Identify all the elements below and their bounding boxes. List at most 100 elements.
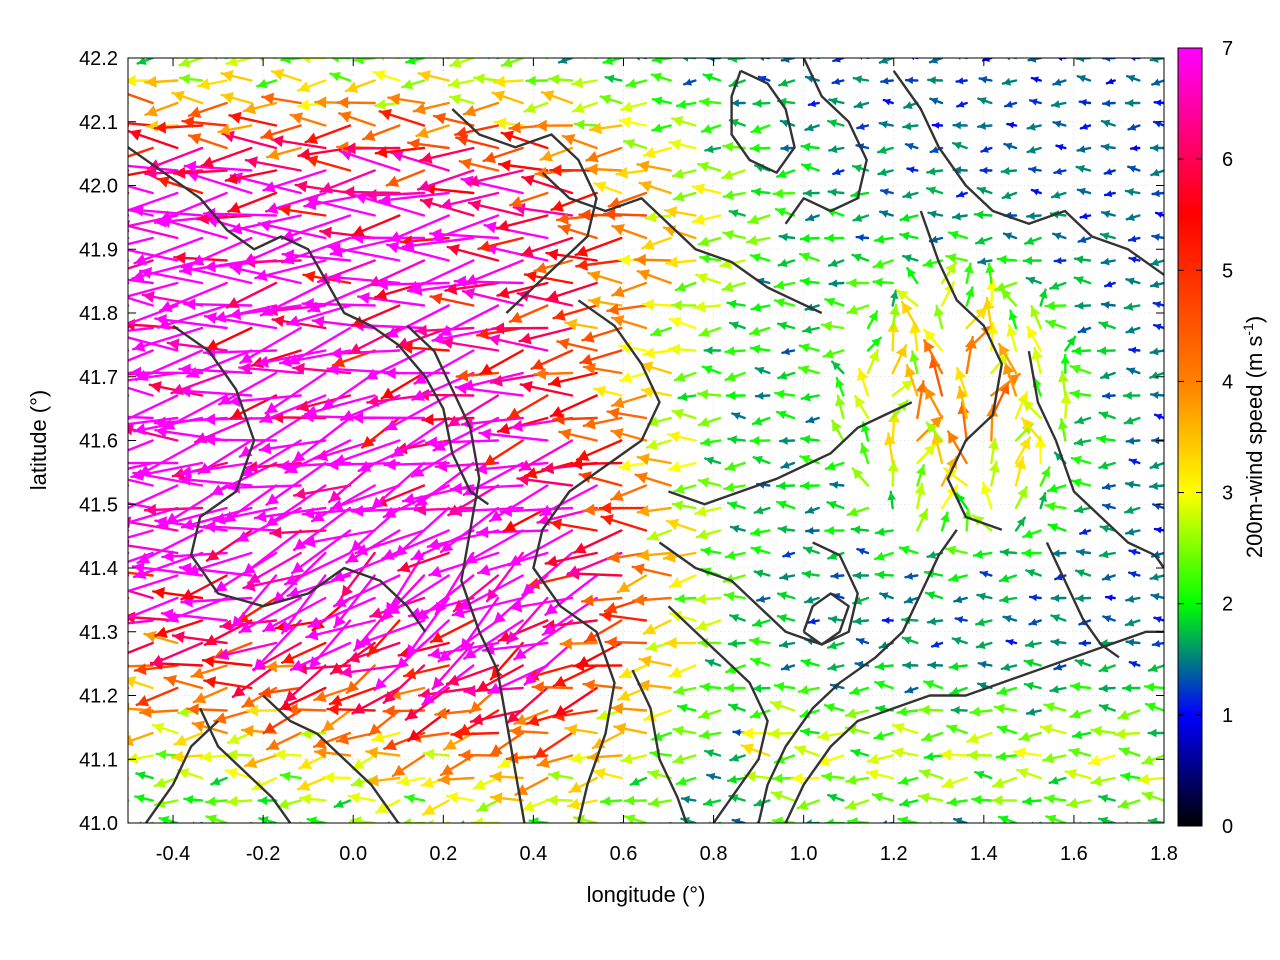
wind-arrow [1003,100,1018,108]
wind-arrow [698,709,722,720]
wind-arrow [672,754,697,765]
wind-arrow [523,101,549,114]
wind-arrow [1077,235,1092,244]
wind-arrow [873,551,894,561]
wind-arrow [977,122,993,131]
wind-arrow [706,772,722,781]
wind-arrow [247,551,302,585]
wind-arrow [604,74,623,84]
wind-arrow [128,92,154,105]
wind-arrow [466,169,524,187]
wind-arrow [610,315,648,330]
wind-arrow [286,304,352,327]
wind-arrow [244,156,302,172]
wind-arrow [826,500,845,510]
wind-arrow [824,233,845,243]
wind-arrow [1148,481,1164,491]
wind-arrow [878,209,894,218]
wind-arrow [650,326,672,337]
wind-arrow [804,526,820,535]
wind-arrow [1098,816,1116,823]
x-tick-label: 0.0 [339,843,367,865]
wind-arrow [750,545,771,555]
wind-arrow [1149,461,1164,470]
wind-arrow [1074,569,1092,578]
wind-arrow [948,661,968,671]
wind-arrow [224,169,278,185]
wind-arrow [1125,277,1141,286]
wind-arrow [1028,618,1042,626]
wind-arrow [328,686,376,706]
wind-arrow [133,236,204,266]
wind-arrow [192,686,228,704]
wind-arrow [438,304,500,337]
wind-arrow [636,269,672,285]
wind-arrow [675,776,697,786]
wind-arrow [1028,98,1042,106]
wind-arrow [1101,99,1116,108]
wind-arrow [230,574,278,630]
wind-arrow [253,506,327,523]
wind-arrows [128,58,1164,823]
wind-arrow [387,93,426,106]
wind-arrow [946,797,968,807]
wind-arrow [831,77,845,86]
wind-arrow [283,551,352,586]
wind-arrow [128,129,179,150]
wind-arrow [128,439,154,452]
wind-arrow [999,548,1018,557]
wind-arrow [1068,747,1092,758]
wind-arrow [693,301,722,313]
wind-arrow [1122,391,1141,400]
wind-arrow [1050,614,1067,623]
wind-arrow [964,335,977,375]
wind-arrow [313,686,352,703]
wind-arrow [153,776,179,788]
wind-arrow [508,304,549,323]
wind-arrow [1151,78,1164,86]
wind-arrow [296,79,327,93]
wind-arrow [599,796,623,807]
wind-arrow [1006,121,1018,129]
wind-arrow [673,483,697,494]
wind-arrow [620,101,648,113]
wind-arrow [976,592,993,601]
wind-arrow [1125,527,1141,536]
wind-arrow [604,636,648,649]
wind-arrow [128,394,179,421]
wind-arrow [338,148,401,172]
wind-arrow [1100,119,1116,128]
wind-arrow [491,90,524,105]
wind-arrow [904,76,919,85]
wind-arrow [1047,523,1067,532]
wind-arrow [186,349,253,378]
wind-arrow [751,618,771,628]
wind-arrow [802,546,820,555]
wind-arrow [990,352,1009,375]
wind-arrow [434,707,475,720]
wind-arrow [1098,684,1116,693]
wind-arrow [225,281,278,309]
wind-arrow [1071,730,1092,740]
wind-arrow [623,138,648,150]
wind-arrow [674,593,697,604]
wind-arrow [365,746,401,759]
wind-arrow [128,709,130,712]
wind-arrow [492,75,524,88]
wind-arrow [1090,725,1116,737]
wind-arrow [574,236,623,257]
wind-arrow [1043,793,1067,804]
wind-arrow [1018,731,1042,742]
wind-arrow [954,616,968,624]
wind-arrow [1118,746,1141,757]
wind-arrow [903,101,919,110]
wind-arrow [1053,167,1067,176]
wind-arrow [444,281,500,295]
wind-arrow [1057,418,1069,442]
wind-arrow [1039,723,1067,735]
wind-arrow [1055,143,1067,151]
wind-arrow [631,563,672,577]
wind-arrow [610,702,648,715]
wind-arrow [1128,458,1141,466]
wind-arrow [458,157,500,172]
